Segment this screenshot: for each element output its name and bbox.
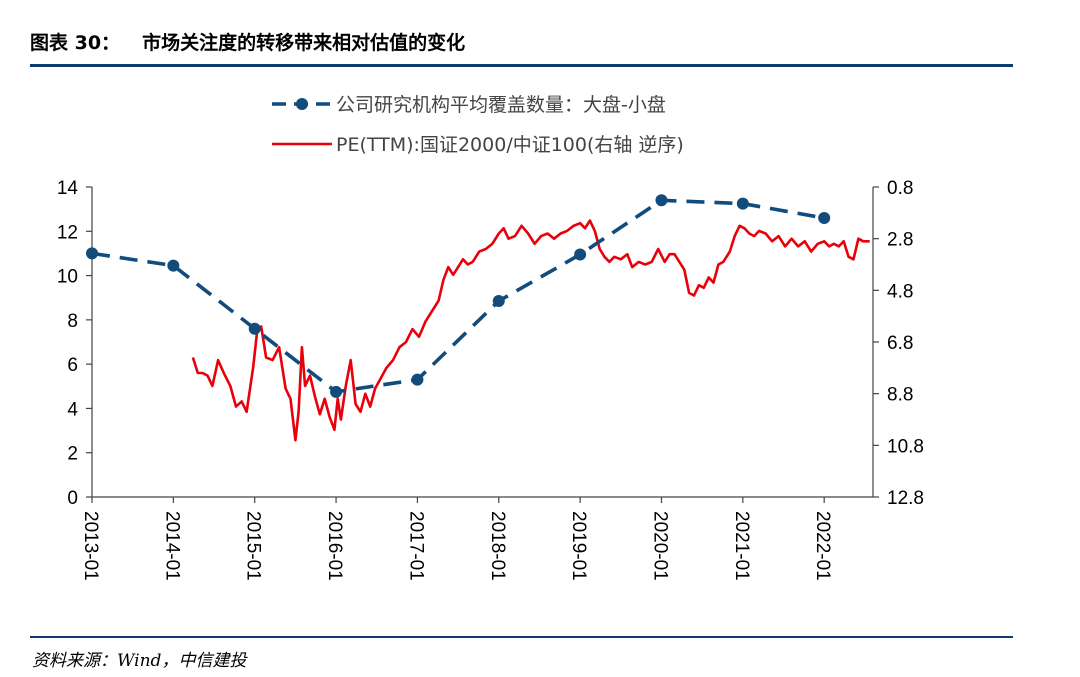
x-tick-label: 2019-01 [568, 511, 589, 581]
right-tick-label: 6.8 [887, 333, 913, 354]
title-rule [30, 64, 1013, 67]
legend-marker-coverage-diff [296, 98, 308, 110]
x-tick-label: 2022-01 [812, 511, 833, 581]
left-tick-label: 2 [67, 444, 78, 465]
series-marker-coverage-diff [248, 322, 261, 335]
right-tick-label: 0.8 [887, 178, 913, 199]
x-tick-label: 2015-01 [243, 511, 264, 581]
series-marker-coverage-diff [330, 385, 343, 398]
series-line-pe-ratio [191, 219, 870, 442]
left-tick-label: 14 [57, 178, 79, 199]
right-tick-label: 12.8 [887, 488, 924, 509]
right-tick-label: 4.8 [887, 281, 913, 302]
right-tick-label: 2.8 [887, 230, 913, 251]
figure-title: 图表 30： 市场关注度的转移带来相对估值的变化 [30, 28, 465, 55]
series-line-coverage-diff [91, 198, 825, 394]
series-marker-coverage-diff [492, 295, 505, 308]
right-tick-label: 8.8 [887, 385, 913, 406]
left-tick-label: 6 [67, 355, 78, 376]
left-tick-label: 10 [57, 267, 78, 288]
x-tick-label: 2016-01 [324, 511, 345, 581]
x-tick-label: 2018-01 [487, 511, 508, 581]
series-marker-coverage-diff [655, 194, 668, 207]
series-marker-coverage-diff [411, 373, 424, 386]
left-tick-label: 12 [57, 222, 78, 243]
left-tick-label: 0 [67, 488, 78, 509]
series-marker-coverage-diff [86, 247, 98, 260]
x-tick-label: 2014-01 [161, 511, 182, 581]
left-tick-label: 4 [67, 399, 78, 420]
x-tick-label: 2021-01 [731, 511, 752, 581]
series-marker-coverage-diff [574, 248, 587, 261]
left-tick-label: 8 [67, 311, 78, 332]
legend-label-pe-ratio: PE(TTM):国证2000/中证100(右轴 逆序) [336, 134, 684, 156]
series-marker-coverage-diff [818, 212, 831, 224]
source-note: 资料来源：Wind，中信建投 [32, 651, 247, 671]
figure-number: 图表 30： [30, 32, 121, 54]
x-tick-label: 2017-01 [405, 511, 426, 581]
figure-title-text: 市场关注度的转移带来相对估值的变化 [142, 32, 466, 54]
series-marker-coverage-diff [736, 197, 749, 210]
right-tick-label: 10.8 [887, 436, 924, 457]
x-tick-label: 2020-01 [649, 511, 670, 581]
series-marker-coverage-diff [167, 259, 180, 272]
x-tick-label: 2013-01 [80, 511, 101, 581]
legend-label-coverage-diff: 公司研究机构平均覆盖数量：大盘-小盘 [336, 94, 666, 116]
source-rule [30, 636, 1013, 638]
